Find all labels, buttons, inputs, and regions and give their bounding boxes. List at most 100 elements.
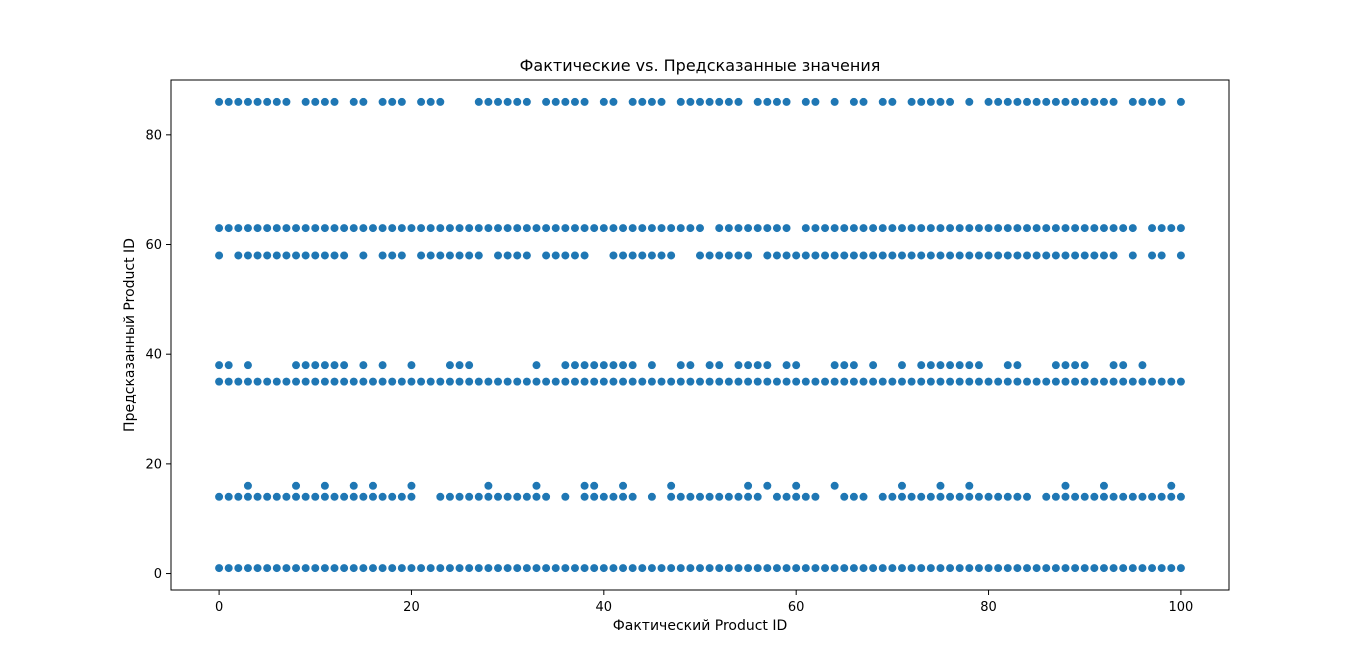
data-point (349, 377, 359, 387)
data-point (743, 250, 753, 261)
data-point (320, 492, 330, 502)
data-point (608, 492, 619, 502)
data-point (397, 563, 407, 573)
data-point (897, 377, 907, 387)
data-point (1051, 97, 1061, 107)
x-tick-label: 60 (788, 600, 805, 615)
data-point (1137, 97, 1148, 107)
data-point (801, 377, 811, 387)
data-point (695, 563, 705, 573)
data-point (955, 492, 965, 502)
data-point (916, 360, 926, 370)
data-point (878, 223, 888, 233)
data-point (301, 250, 311, 261)
data-point (695, 97, 705, 107)
data-point (1166, 492, 1176, 502)
data-point (281, 492, 292, 502)
data-point (397, 377, 407, 387)
data-point (781, 97, 792, 107)
data-point (1137, 377, 1148, 387)
data-point (820, 563, 830, 573)
data-point (820, 377, 830, 387)
data-point (1060, 377, 1071, 387)
data-point (685, 97, 695, 107)
data-point (714, 97, 724, 107)
data-point (454, 492, 465, 502)
data-point (310, 492, 320, 502)
data-point (1089, 377, 1099, 387)
data-point (1147, 223, 1157, 233)
data-point (512, 97, 522, 107)
data-point (1176, 377, 1186, 387)
data-point (1032, 563, 1042, 573)
data-point (503, 250, 513, 261)
data-point (368, 377, 378, 387)
data-point (887, 250, 897, 261)
data-point (560, 563, 570, 573)
data-point (849, 377, 859, 387)
data-point (1099, 223, 1109, 233)
data-point (887, 492, 897, 502)
data-point (762, 377, 772, 387)
data-point (916, 563, 926, 573)
data-point (560, 360, 570, 370)
data-point (935, 563, 946, 573)
data-point (1022, 377, 1032, 387)
data-point (1128, 223, 1138, 233)
y-tick-label: 0 (154, 567, 162, 582)
data-point (753, 97, 763, 107)
data-point (647, 563, 657, 573)
data-point (329, 492, 340, 502)
data-point (339, 492, 349, 502)
data-point (474, 250, 484, 261)
data-point (743, 492, 753, 502)
data-point (320, 481, 330, 491)
data-point (906, 563, 917, 573)
data-point (464, 563, 474, 573)
data-point (233, 492, 243, 502)
data-point (656, 97, 667, 107)
data-point (214, 250, 224, 261)
data-point (320, 563, 330, 573)
data-point (339, 250, 349, 261)
data-point (781, 563, 792, 573)
data-point (974, 250, 984, 261)
data-point (791, 481, 801, 491)
data-point (647, 360, 657, 370)
data-point (435, 492, 445, 502)
data-point (628, 377, 638, 387)
y-tick-label: 80 (145, 128, 162, 143)
data-point (570, 250, 580, 261)
data-point (589, 492, 599, 502)
data-point (647, 223, 657, 233)
data-point (310, 97, 320, 107)
data-point (301, 563, 311, 573)
data-point (897, 360, 907, 370)
data-point (1108, 360, 1119, 370)
data-point (378, 250, 388, 261)
data-point (974, 360, 984, 370)
data-point (801, 97, 811, 107)
data-point (810, 377, 821, 387)
data-point (1118, 223, 1128, 233)
data-point (897, 223, 907, 233)
data-point (541, 250, 551, 261)
data-point (1060, 360, 1071, 370)
data-point (1089, 492, 1099, 502)
data-point (503, 492, 513, 502)
data-point (339, 360, 349, 370)
data-point (618, 492, 628, 502)
data-point (272, 492, 282, 502)
data-point (1012, 492, 1023, 502)
data-point (916, 97, 926, 107)
data-point (878, 492, 888, 502)
data-point (1032, 250, 1042, 261)
data-point (1070, 97, 1080, 107)
y-tick-label: 20 (145, 457, 162, 472)
data-point (647, 492, 657, 502)
data-point (454, 250, 465, 261)
data-point (743, 377, 753, 387)
data-point (599, 97, 609, 107)
data-point (1089, 563, 1099, 573)
data-point (243, 223, 253, 233)
